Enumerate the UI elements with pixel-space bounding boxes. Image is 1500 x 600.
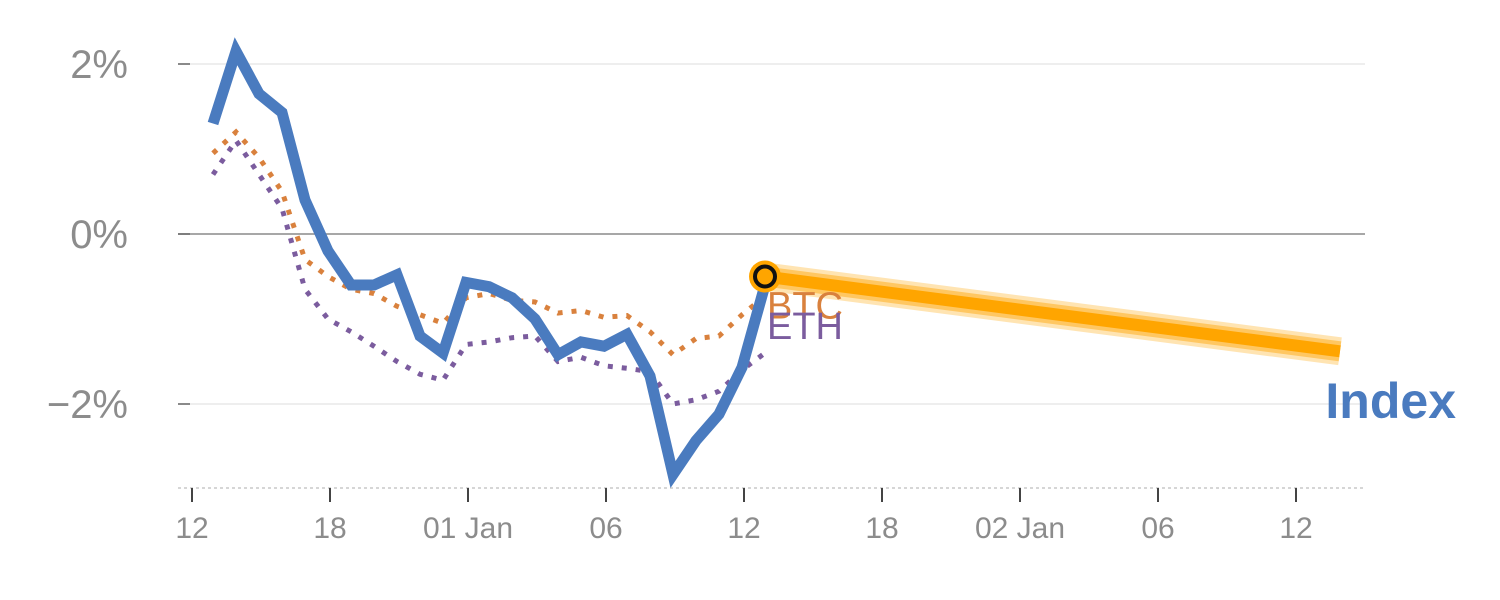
current-marker-ring [753, 264, 777, 289]
series-label-btc: BTC [767, 285, 843, 327]
plot-area [207, 37, 1342, 489]
x-tick-label: 02 Jan [975, 512, 1065, 545]
grid-lines [178, 63, 1365, 405]
y-tick-label: 0% [70, 213, 128, 257]
series-label-index: Index [1325, 373, 1456, 429]
x-tick-label: 01 Jan [423, 512, 513, 545]
y-tick-label: −2% [47, 383, 128, 427]
y-axis: 2% 0% −2% [47, 43, 190, 427]
x-tick-label: 12 [175, 512, 208, 545]
series-line-index [207, 37, 771, 489]
x-tick-label: 06 [1141, 512, 1174, 545]
x-axis: 12 18 01 Jan 06 12 18 02 Jan 06 12 [175, 487, 1365, 545]
x-tick-label: 12 [727, 512, 760, 545]
forecast-line [764, 270, 1341, 358]
y-tick-label: 2% [70, 43, 128, 87]
series-label-eth: ETH [767, 306, 843, 348]
x-tick-label: 06 [589, 512, 622, 545]
x-tick-label: 18 [865, 512, 898, 545]
x-tick-label: 18 [313, 512, 346, 545]
x-tick-label: 12 [1279, 512, 1312, 545]
